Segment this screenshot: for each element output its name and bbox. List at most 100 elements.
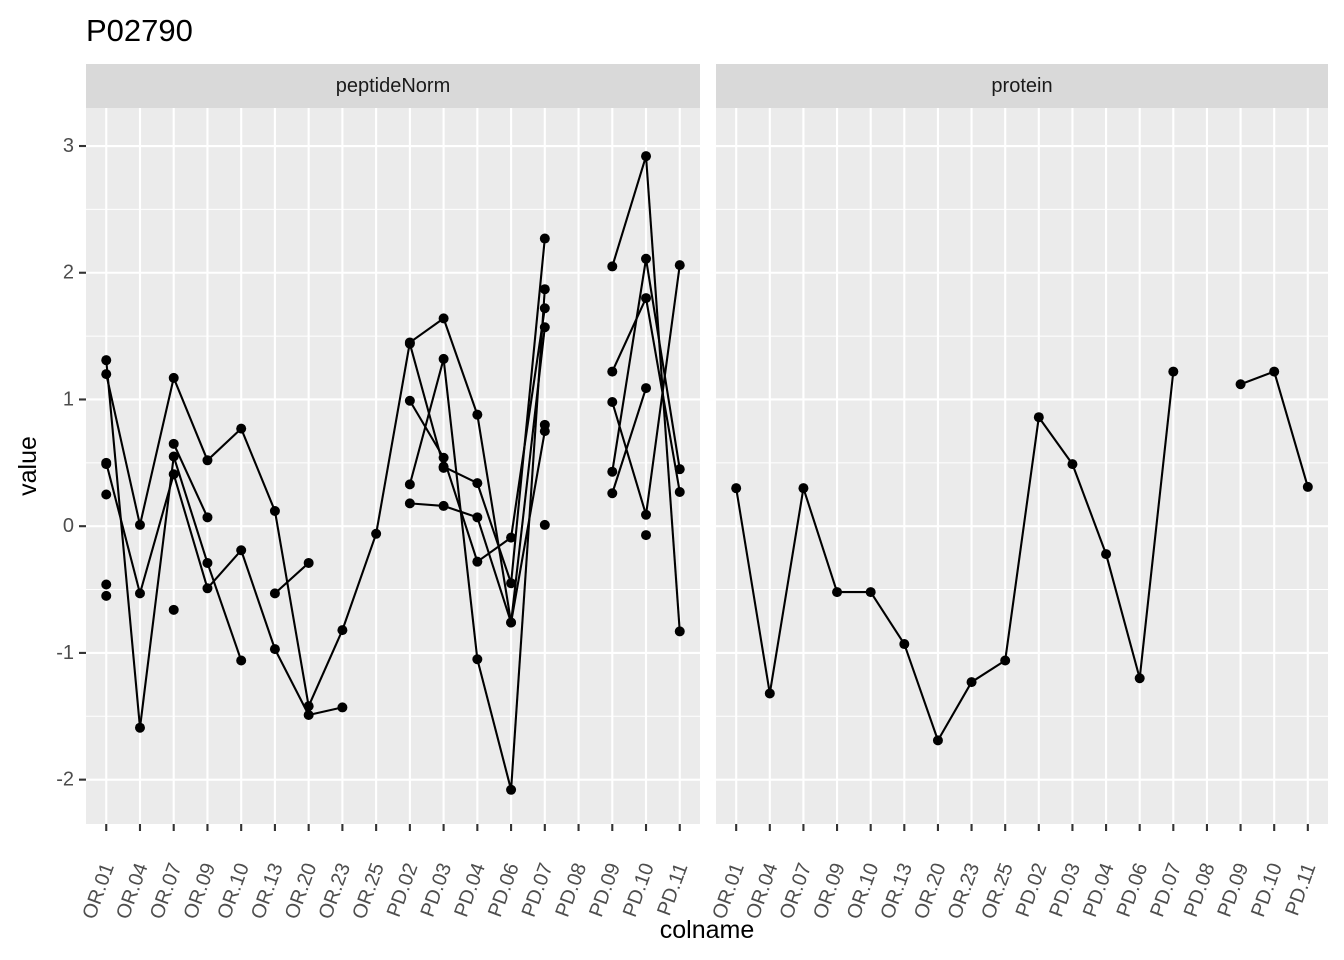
series-line-segment [937,681,973,741]
data-point [168,451,179,462]
series-line-segment [802,487,839,593]
series-line-segment [869,591,906,645]
y-tick-label: -2 [56,769,74,791]
data-point [539,519,550,530]
series-line-segment [903,643,939,741]
series-line-segment [510,327,546,623]
series-line-segment [172,443,209,518]
series-line-segment [308,706,343,717]
data-point [404,337,415,348]
data-point [865,587,876,598]
series-line-segment [1037,416,1074,465]
facet-strip [86,64,700,108]
data-point [641,530,652,541]
data-point [472,512,483,523]
series-line-segment [206,427,242,462]
data-point [764,688,775,699]
data-point [1235,379,1246,390]
data-point [539,303,550,314]
series-line-segment [105,373,142,526]
data-point [134,722,145,733]
data-point [371,528,382,539]
series-line-segment [611,297,647,373]
data-point [1033,412,1044,423]
data-point [269,644,280,655]
series-line-segment [611,401,648,516]
series-line-segment [1004,417,1040,661]
data-point [438,452,449,463]
series-line-segment [611,258,648,472]
data-point [731,483,742,494]
data-point [168,469,179,480]
series-line-segment [206,562,243,661]
data-point [674,260,685,271]
data-point [303,710,314,721]
data-point [607,466,618,477]
data-point [1000,655,1011,666]
data-point [438,353,449,364]
data-point [236,423,247,434]
data-point [134,588,145,599]
series-points [101,151,685,721]
series-line-segment [1071,463,1108,555]
data-point [101,579,112,590]
series-line-segment [206,549,242,589]
series-line-segment [443,465,478,485]
data-point [674,626,685,637]
facet-strip-label: protein [991,75,1052,97]
data-point [168,372,179,383]
x-axis: OR.01OR.04OR.07OR.09OR.10OR.13OR.20OR.23… [708,824,1321,922]
data-point [832,587,843,598]
series-line-segment [105,462,141,594]
data-point [674,464,685,475]
data-point [1269,366,1280,377]
data-point [472,654,483,665]
data-point [337,625,348,636]
data-point [1168,366,1179,377]
series-line-segment [510,308,546,538]
y-axis-title: value [14,436,42,496]
data-point [641,293,652,304]
series-line-segment [510,238,546,584]
series-line-segment [138,377,175,526]
data-point [607,366,618,377]
data-point [269,505,280,516]
series-points [731,366,1313,746]
data-point [539,233,550,244]
data-point [438,313,449,324]
data-point [404,395,415,406]
series-line-segment [408,400,445,459]
data-point [168,604,179,615]
data-point [641,509,652,520]
gridlines [716,108,1328,824]
series-line-segment [105,360,142,728]
data-point [168,438,179,449]
data-point [472,478,483,489]
data-point [472,409,483,420]
data-point [506,532,517,543]
data-point [641,383,652,394]
facet-panel-protein: protein OR.01OR.04OR.07OR.09OR.10OR.13OR… [708,64,1328,922]
data-point [269,588,280,599]
data-point [539,419,550,430]
data-point [101,369,112,380]
data-series [731,366,1313,746]
series-line-segment [1240,370,1275,386]
series-line-segment [408,343,445,467]
data-point [303,557,314,568]
series-points [101,419,652,601]
series-line-segment [970,659,1006,683]
data-series [101,151,685,795]
series-points [101,459,550,530]
series-line-segment [476,658,513,791]
data-point [506,784,517,795]
series-line-segment [172,473,209,589]
data-point [236,655,247,666]
series-line-segment [138,456,175,728]
series [735,370,1309,741]
series-line-segment [442,358,479,660]
data-point [1101,549,1112,560]
data-point [134,519,145,530]
series [409,327,648,623]
data-point [101,355,112,366]
